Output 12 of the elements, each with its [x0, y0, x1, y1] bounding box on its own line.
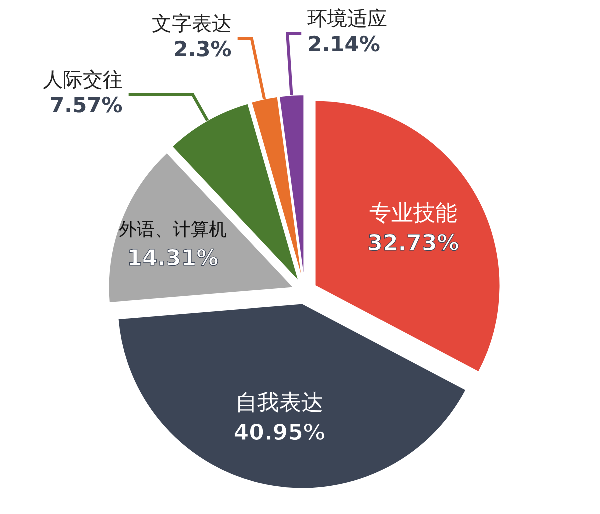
- slice-label: 人际交往: [42, 68, 123, 92]
- data-label: 2.3%: [174, 38, 232, 62]
- data-label: 7.57%: [50, 94, 123, 118]
- slice-label: 文字表达: [152, 12, 232, 36]
- data-label: 14.31%: [127, 246, 219, 272]
- data-label: 32.73%: [368, 232, 460, 257]
- slice-label: 自我表达: [236, 391, 324, 416]
- slice-label: 环境适应: [308, 6, 388, 31]
- slice-label: 外语、计算机: [118, 219, 227, 240]
- data-label: 40.95%: [234, 421, 326, 446]
- data-label: 2.14%: [308, 32, 380, 57]
- slice-label: 专业技能: [370, 202, 458, 227]
